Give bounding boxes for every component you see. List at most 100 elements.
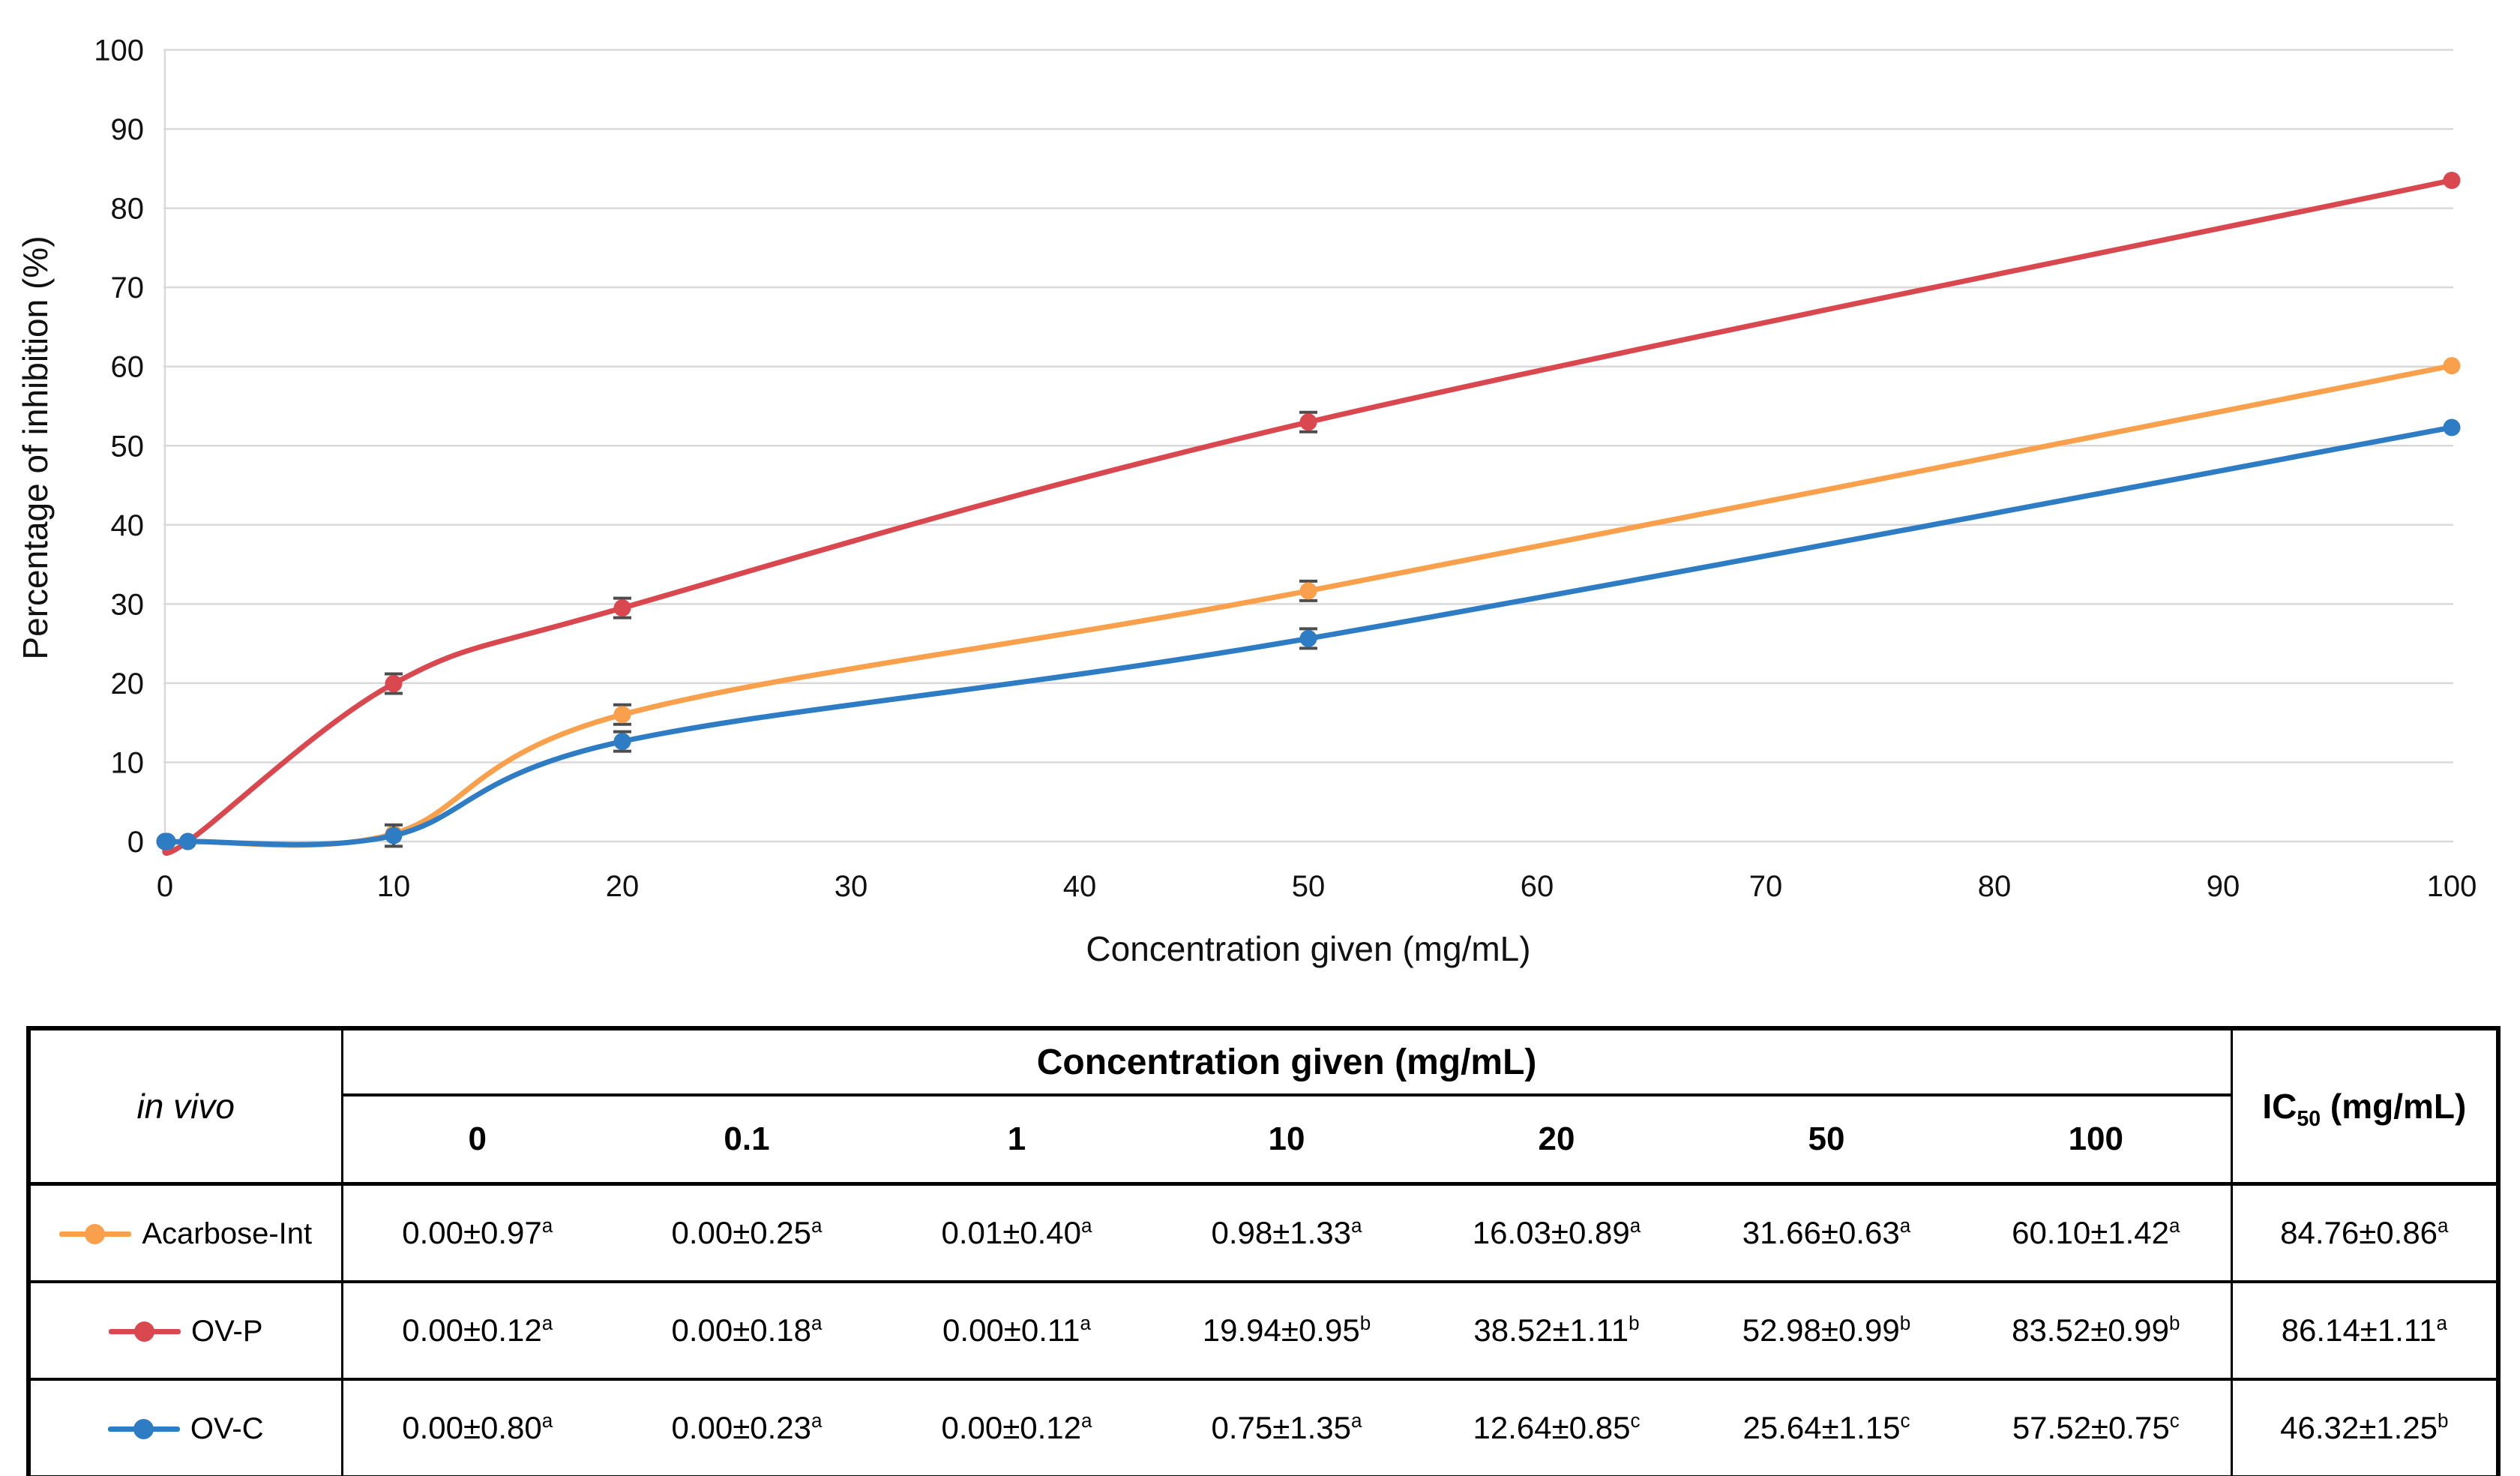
value-text: 0.00±0.12 — [941, 1410, 1082, 1445]
value-text: 0.75±1.35 — [1211, 1410, 1352, 1445]
concentration-column-header: 100 — [1961, 1095, 2232, 1186]
x-tick-label: 50 — [1292, 870, 1326, 903]
series-line — [162, 177, 2455, 856]
series-line — [162, 363, 2455, 848]
x-tick-label: 80 — [1978, 870, 2012, 903]
value-cell: 0.00±0.18a — [612, 1282, 882, 1381]
ic50-header-prefix: IC — [2262, 1087, 2297, 1126]
y-tick-label: 50 — [111, 430, 145, 463]
significance-superscript: a — [2436, 1312, 2447, 1334]
concentration-column-header: 0.1 — [612, 1095, 882, 1186]
chart-canvas: 0 10 20 30 40 50 60 70 80 90 100 0 10 20 30 40 50 60 70 80 9… — [94, 34, 2477, 904]
significance-superscript: a — [811, 1214, 823, 1237]
series-label: OV-C — [190, 1412, 264, 1445]
value-cell: 0.00±0.12a — [342, 1282, 612, 1381]
value-cell: 83.52±0.99b — [1961, 1282, 2232, 1381]
significance-superscript: a — [811, 1409, 823, 1432]
value-text: 52.98±0.99 — [1742, 1312, 1900, 1348]
data-point-marker — [158, 832, 176, 850]
ic50-header: IC50 (mg/mL) — [2230, 1028, 2499, 1186]
value-cell: 0.75±1.35a — [1152, 1379, 1422, 1476]
significance-superscript: b — [1359, 1312, 1371, 1334]
x-tick-label: 70 — [1749, 870, 1783, 903]
y-tick-label: 100 — [94, 34, 144, 68]
significance-superscript: c — [1900, 1409, 1910, 1432]
value-text: 38.52±1.11 — [1473, 1312, 1629, 1348]
value-cell: 0.98±1.33a — [1152, 1184, 1422, 1283]
data-point-marker — [385, 675, 403, 693]
x-tick-label: 30 — [835, 870, 868, 903]
y-tick-label: 40 — [111, 509, 145, 542]
ic50-value-cell: 46.32±1.25b — [2230, 1379, 2499, 1476]
series-label-cell: Acarbose-Int — [28, 1184, 343, 1283]
value-cell: 0.01±0.40a — [882, 1184, 1152, 1283]
value-cell: 60.10±1.42a — [1961, 1184, 2232, 1283]
value-cell: 57.52±0.75c — [1961, 1379, 2232, 1476]
significance-superscript: a — [1081, 1409, 1092, 1432]
significance-superscript: b — [1629, 1312, 1640, 1334]
legend-marker-dot — [85, 1223, 106, 1244]
value-text: 0.00±0.11 — [942, 1312, 1080, 1348]
value-cell: 0.00±0.23a — [612, 1379, 882, 1476]
value-text: 0.00±0.23 — [671, 1410, 812, 1445]
ic50-header-sub: 50 — [2297, 1107, 2321, 1132]
x-tick-label: 90 — [2207, 870, 2240, 903]
table-header-row-1: in vivo Concentration given (mg/mL) IC50 (… — [28, 1028, 2499, 1186]
concentration-column-header: 50 — [1691, 1095, 1961, 1186]
y-tick-label: 80 — [111, 193, 145, 226]
ic50-value-cell: 84.76±0.86a — [2230, 1184, 2499, 1283]
concentration-column-header: 20 — [1422, 1095, 1691, 1186]
value-text: 0.00±0.18 — [671, 1312, 812, 1348]
significance-superscript: a — [1080, 1312, 1091, 1334]
value-text: 0.00±0.97 — [402, 1215, 542, 1250]
data-point-marker — [1299, 582, 1317, 600]
significance-superscript: b — [1899, 1312, 1911, 1334]
value-cell: 0.00±0.11a — [882, 1282, 1152, 1381]
value-cell: 19.94±0.95b — [1152, 1282, 1422, 1381]
x-tick-label: 20 — [606, 870, 640, 903]
significance-superscript: a — [2438, 1214, 2449, 1237]
y-tick-label: 90 — [111, 113, 145, 146]
tick-labels: 0 10 20 30 40 50 60 70 80 90 100 0 10 20 30 40 50 60 70 80 9… — [94, 34, 2477, 904]
value-text: 57.52±0.75 — [2012, 1410, 2170, 1445]
significance-superscript: c — [1630, 1409, 1641, 1432]
significance-superscript: a — [1351, 1409, 1362, 1432]
table-row-OV-C: OV-C 0.00±0.80a 0.00±0.23a 0.00±0.12a 0.75±1… — [28, 1379, 2499, 1476]
significance-superscript: a — [1081, 1214, 1092, 1237]
y-tick-label: 20 — [111, 668, 145, 700]
significance-superscript: a — [1351, 1214, 1362, 1237]
concentration-column-header: 1 — [882, 1095, 1152, 1186]
table-row-Acarbose-Int: Acarbose-Int 0.00±0.97a 0.00±0.25a 0.01±0.4… — [28, 1184, 2499, 1283]
y-tick-label: 0 — [127, 826, 144, 859]
value-cell: 0.00±0.97a — [342, 1184, 612, 1283]
x-tick-label: 60 — [1521, 870, 1554, 903]
ic50-header-suffix: (mg/mL) — [2321, 1087, 2467, 1126]
value-text: 60.10±1.42 — [2012, 1215, 2169, 1250]
legend-marker-dot — [133, 1418, 154, 1439]
value-text: 83.52±0.99 — [2012, 1312, 2169, 1348]
y-tick-label: 10 — [111, 746, 145, 779]
series-label: Acarbose-Int — [142, 1216, 313, 1250]
value-cell: 16.03±0.89a — [1422, 1184, 1691, 1283]
data-point-marker — [2443, 171, 2461, 189]
corner-cell-in-vivo: in vivo — [28, 1028, 343, 1186]
data-point-marker — [2443, 418, 2461, 436]
value-text: 86.14±1.11 — [2281, 1312, 2437, 1348]
results-table: in vivo Concentration given (mg/mL) IC50 (… — [26, 1026, 2501, 1476]
x-tick-label: 10 — [377, 870, 411, 903]
concentration-group-header: Concentration given (mg/mL) — [342, 1028, 2232, 1096]
y-tick-label: 30 — [111, 588, 145, 621]
y-tick-label: 60 — [111, 351, 145, 384]
data-point-marker — [2443, 357, 2461, 375]
value-text: 0.00±0.80 — [402, 1410, 542, 1445]
significance-superscript: a — [811, 1312, 823, 1334]
value-cell: 52.98±0.99b — [1691, 1282, 1961, 1381]
data-point-marker — [1299, 413, 1317, 431]
value-cell: 12.64±0.85c — [1422, 1379, 1691, 1476]
data-point-marker — [613, 733, 631, 751]
value-text: 12.64±0.85 — [1473, 1410, 1631, 1445]
value-cell: 0.00±0.25a — [612, 1184, 882, 1283]
significance-superscript: b — [2438, 1409, 2449, 1432]
x-tick-label: 0 — [157, 870, 173, 903]
